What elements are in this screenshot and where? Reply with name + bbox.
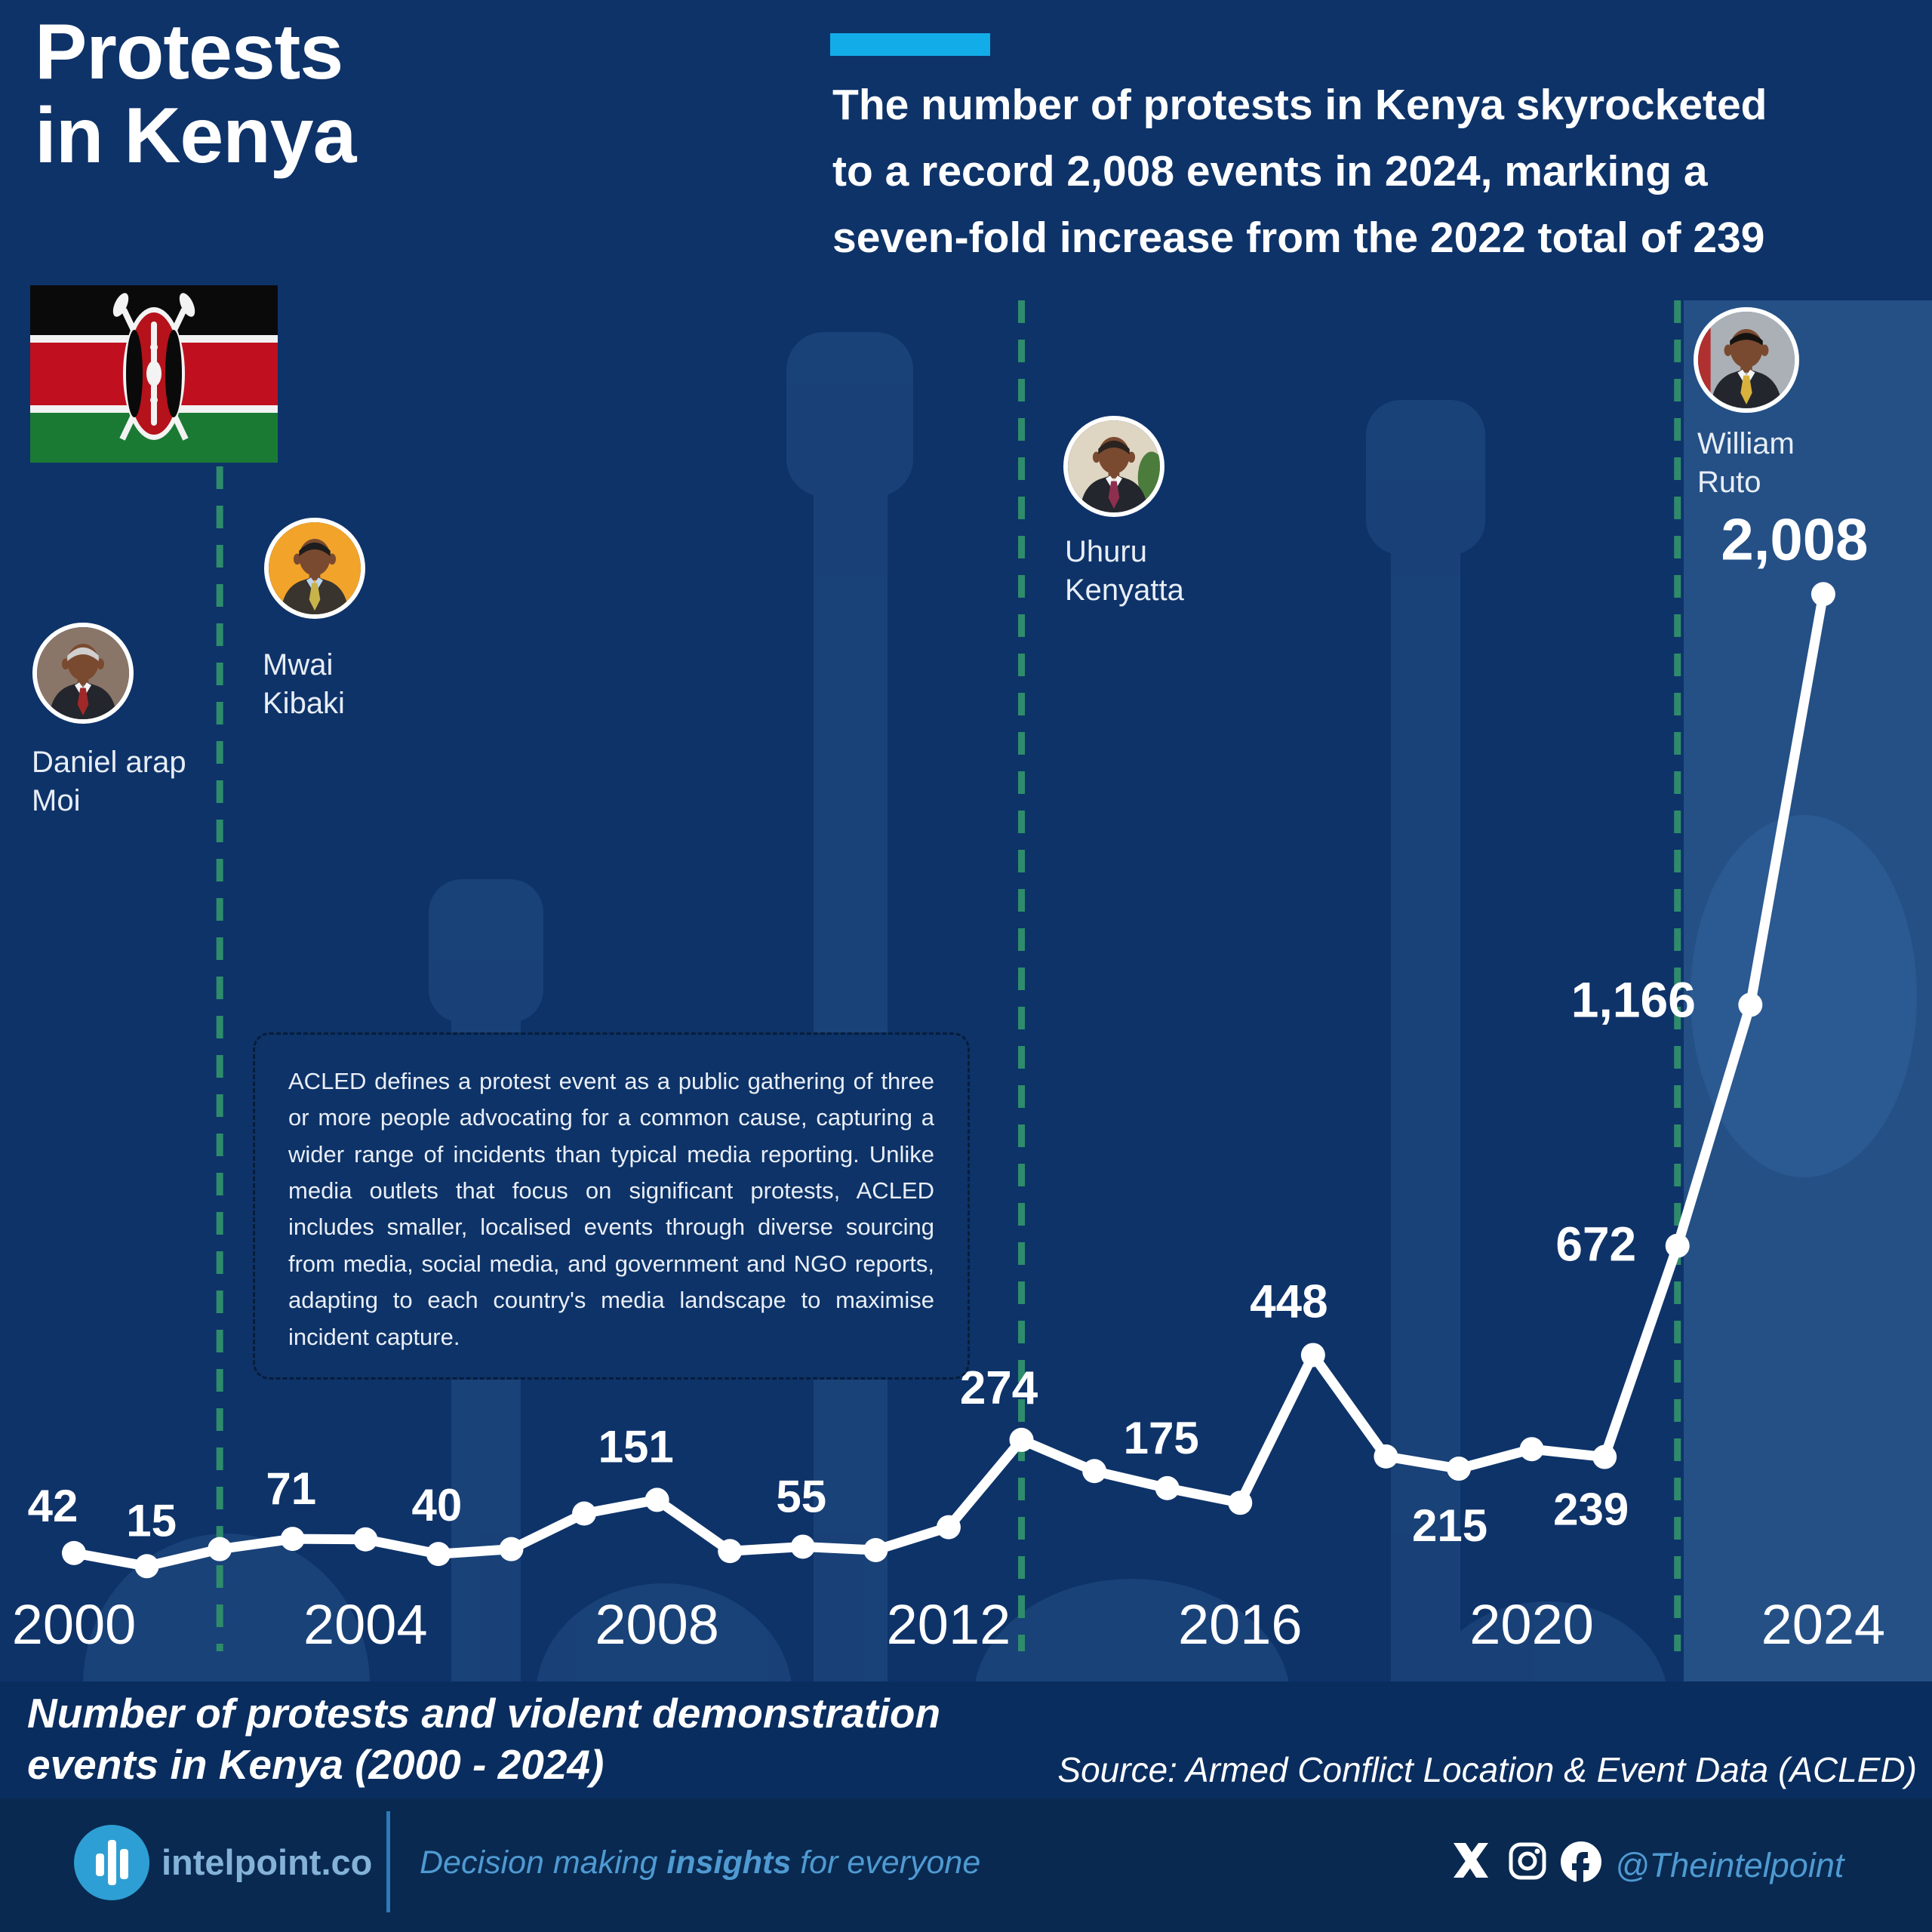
headline-accent-bar <box>830 33 990 56</box>
president-photo-moi <box>32 623 134 724</box>
data-point-2010 <box>790 1534 815 1559</box>
tagline-prefix: Decision making <box>420 1844 667 1881</box>
value-label-2001: 15 <box>126 1495 177 1546</box>
headline-line1: The number of protests in Kenya skyrocke… <box>832 81 1767 129</box>
caption-band <box>0 1681 1932 1798</box>
year-tick-2012: 2012 <box>887 1593 1011 1656</box>
president-photo-kenyatta <box>1063 416 1164 517</box>
data-point-2021 <box>1592 1444 1617 1469</box>
value-label-2003: 71 <box>266 1463 316 1514</box>
president-photo-kibaki <box>264 518 365 619</box>
footer-divider <box>386 1811 390 1912</box>
data-point-2002 <box>208 1537 232 1561</box>
president-name-kenyatta: Uhuru Kenyatta <box>1065 535 1184 608</box>
page-title-line1: Protests <box>35 8 343 96</box>
data-point-2013 <box>1009 1427 1034 1452</box>
page-title: Protests in Kenya <box>35 8 356 180</box>
president-name-ruto: William Ruto <box>1697 427 1795 500</box>
flag-shield <box>123 307 185 440</box>
data-point-2012 <box>936 1515 961 1540</box>
president-name-moi: Daniel arap Moi <box>32 746 186 818</box>
data-point-2017 <box>1300 1343 1325 1367</box>
data-point-2019 <box>1447 1457 1472 1481</box>
chart-caption: Number of protests and violent demonstra… <box>27 1687 1084 1790</box>
footer-tagline: Decision making insights for everyone <box>420 1844 980 1881</box>
social-handle: @Theintelpoint <box>1615 1846 1844 1884</box>
value-label-2010: 55 <box>776 1471 826 1521</box>
data-point-2024 <box>1810 582 1835 607</box>
year-tick-2024: 2024 <box>1761 1593 1886 1656</box>
instagram-icon <box>1509 1842 1546 1880</box>
avatar-moi <box>37 627 129 719</box>
acled-definition-box: ACLED defines a protest event as a publi… <box>253 1032 970 1380</box>
headline-line2: to a record 2,008 events in 2024, markin… <box>832 146 1708 195</box>
avatar-kibaki <box>269 522 361 614</box>
data-point-2022 <box>1665 1233 1690 1258</box>
acled-definition-text: ACLED defines a protest event as a publi… <box>288 1068 934 1350</box>
data-point-2016 <box>1228 1491 1253 1515</box>
x-icon <box>1454 1843 1488 1878</box>
kenya-flag <box>30 285 278 463</box>
data-point-2004 <box>353 1527 378 1552</box>
year-tick-2020: 2020 <box>1469 1593 1594 1656</box>
value-label-2023: 1,166 <box>1571 971 1696 1027</box>
value-label-2017: 448 <box>1250 1275 1327 1327</box>
chart-caption-line2: events in Kenya (2000 - 2024) <box>27 1741 605 1789</box>
tagline-bold: insights <box>666 1844 792 1881</box>
tagline-suffix: for everyone <box>791 1844 981 1881</box>
data-point-2014 <box>1082 1459 1107 1484</box>
year-tick-2000: 2000 <box>12 1593 137 1656</box>
president-photo-ruto <box>1694 307 1799 413</box>
value-label-2024: 2,008 <box>1721 506 1868 572</box>
headline: The number of protests in Kenya skyrocke… <box>832 72 1932 271</box>
value-label-2013: 274 <box>960 1362 1038 1414</box>
page-title-line2: in Kenya <box>35 92 356 180</box>
year-tick-2004: 2004 <box>303 1593 428 1656</box>
bar-chart-logo <box>74 1825 149 1900</box>
data-point-2008 <box>645 1487 669 1512</box>
year-tick-2016: 2016 <box>1178 1593 1303 1656</box>
brand-name: intelpoint.co <box>162 1842 373 1882</box>
chart-caption-line1: Number of protests and violent demonstra… <box>27 1690 941 1737</box>
footer-band <box>0 1798 1932 1932</box>
data-point-2009 <box>718 1539 743 1564</box>
president-name-kibaki: Mwai Kibaki <box>263 648 345 721</box>
data-point-2023 <box>1738 992 1763 1017</box>
data-point-2015 <box>1155 1475 1180 1500</box>
value-label-2000: 42 <box>28 1481 78 1531</box>
value-label-2022: 672 <box>1555 1217 1636 1272</box>
data-point-2005 <box>426 1542 451 1567</box>
value-label-2005: 40 <box>412 1480 463 1531</box>
data-point-2001 <box>134 1554 159 1579</box>
data-point-2018 <box>1374 1444 1398 1469</box>
data-point-2000 <box>62 1540 86 1565</box>
data-point-2006 <box>499 1537 524 1561</box>
value-label-2008: 151 <box>598 1421 674 1472</box>
map-silhouette <box>1690 815 1917 1177</box>
data-point-2007 <box>572 1501 597 1526</box>
data-point-2011 <box>863 1537 888 1562</box>
data-point-2020 <box>1519 1437 1544 1462</box>
value-label-2015: 175 <box>1124 1413 1199 1463</box>
avatar-ruto <box>1698 312 1795 408</box>
data-point-2003 <box>280 1527 305 1552</box>
avatar-kenyatta <box>1068 420 1160 512</box>
value-label-2019: 215 <box>1412 1500 1487 1551</box>
source-attribution: Source: Armed Conflict Location & Event … <box>1057 1750 1917 1789</box>
value-label-2021: 239 <box>1553 1484 1629 1535</box>
headline-line3: seven-fold increase from the 2022 total … <box>832 213 1765 262</box>
facebook-icon <box>1561 1841 1601 1884</box>
year-tick-2008: 2008 <box>595 1593 719 1656</box>
